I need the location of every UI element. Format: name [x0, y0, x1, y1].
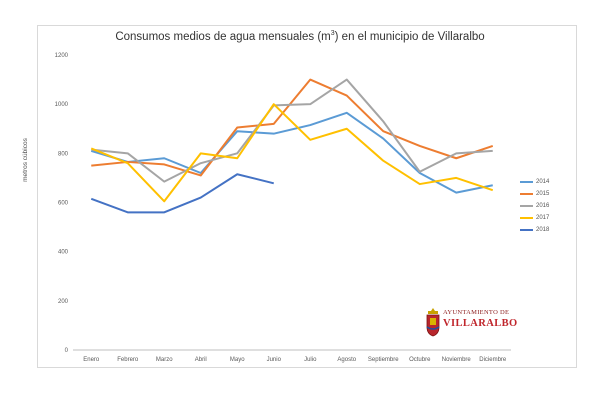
- x-tick-label: Septiembre: [368, 357, 399, 363]
- legend-label: 2018: [536, 227, 550, 233]
- series-line-2017: [90, 103, 494, 203]
- x-tick-label: Abril: [195, 357, 207, 363]
- legend-item-2014: 2014: [520, 176, 549, 188]
- x-tick-label: Agosto: [337, 357, 356, 363]
- chart-legend: 2014 2015 2016 2017 2018: [520, 176, 549, 236]
- y-tick-label: 400: [58, 250, 69, 256]
- x-tick-label: Mayo: [230, 357, 245, 363]
- logo-line-2: VILLARALBO: [443, 318, 518, 329]
- legend-item-2017: 2017: [520, 212, 549, 224]
- y-tick-label: 200: [58, 299, 69, 305]
- coat-of-arms-icon: [426, 308, 440, 337]
- legend-label: 2014: [536, 179, 550, 185]
- x-tick-label: Enero: [83, 357, 100, 363]
- x-tick-label: Junio: [267, 357, 282, 363]
- legend-swatch: [520, 205, 533, 207]
- x-tick-label: Diciembre: [479, 357, 507, 363]
- y-tick-label: 800: [58, 151, 69, 157]
- legend-item-2016: 2016: [520, 200, 549, 212]
- legend-item-2018: 2018: [520, 224, 549, 236]
- x-tick-label: Julio: [304, 357, 317, 363]
- x-tick-label: Octubre: [409, 357, 431, 363]
- x-tick-label: Noviembre: [442, 357, 472, 363]
- y-tick-label: 0: [65, 348, 69, 354]
- series-line-2016: [91, 78, 493, 183]
- y-tick-label: 600: [58, 201, 69, 207]
- legend-swatch: [520, 181, 533, 183]
- logo-line-1: AYUNTAMIENTO DE: [443, 309, 510, 316]
- legend-item-2015: 2015: [520, 188, 549, 200]
- legend-label: 2015: [536, 191, 550, 197]
- legend-label: 2016: [536, 203, 550, 209]
- series-line-2014: [90, 111, 493, 194]
- series-line-2018: [90, 173, 274, 214]
- y-tick-label: 1200: [55, 53, 69, 59]
- x-tick-label: Febrero: [117, 357, 139, 363]
- legend-swatch: [520, 217, 533, 219]
- y-tick-label: 1000: [55, 102, 69, 108]
- legend-swatch: [520, 193, 533, 195]
- villaralbo-logo: AYUNTAMIENTO DE VILLARALBO: [425, 305, 518, 339]
- legend-swatch: [520, 229, 533, 231]
- x-tick-label: Marzo: [156, 357, 173, 363]
- legend-label: 2017: [536, 215, 550, 221]
- chart-title: Consumos medios de agua mensuales (m3) e…: [115, 30, 485, 43]
- series-line-2015: [91, 78, 494, 177]
